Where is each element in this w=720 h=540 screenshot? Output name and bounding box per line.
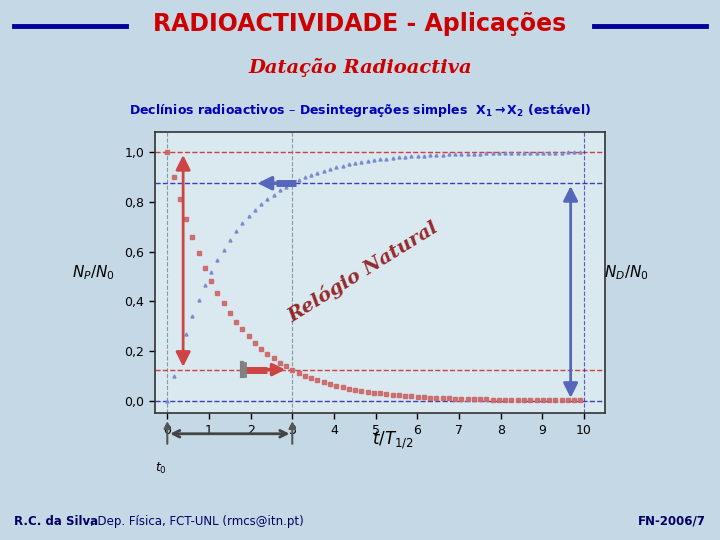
Text: R.C. da Silva: R.C. da Silva — [14, 515, 99, 528]
Text: $t/T_{1/2}$: $t/T_{1/2}$ — [372, 429, 413, 451]
Text: $t_0$: $t_0$ — [155, 461, 167, 476]
Text: , Dep. Física, FCT-UNL (rmcs@itn.pt): , Dep. Física, FCT-UNL (rmcs@itn.pt) — [90, 515, 304, 528]
Text: RADIOACTIVIDADE - Aplicações: RADIOACTIVIDADE - Aplicações — [153, 12, 567, 36]
Text: FN-2006/7: FN-2006/7 — [638, 515, 706, 528]
Text: Declínios radioactivos – Desintegrações simples  $\mathbf{X_1 \rightarrow X_2}$ : Declínios radioactivos – Desintegrações … — [129, 102, 591, 119]
Text: $N_P/N_0$: $N_P/N_0$ — [72, 264, 115, 282]
Text: $N_D/N_0$: $N_D/N_0$ — [604, 264, 649, 282]
Text: Datação Radioactiva: Datação Radioactiva — [248, 58, 472, 77]
Text: Relógio Natural: Relógio Natural — [284, 217, 442, 326]
